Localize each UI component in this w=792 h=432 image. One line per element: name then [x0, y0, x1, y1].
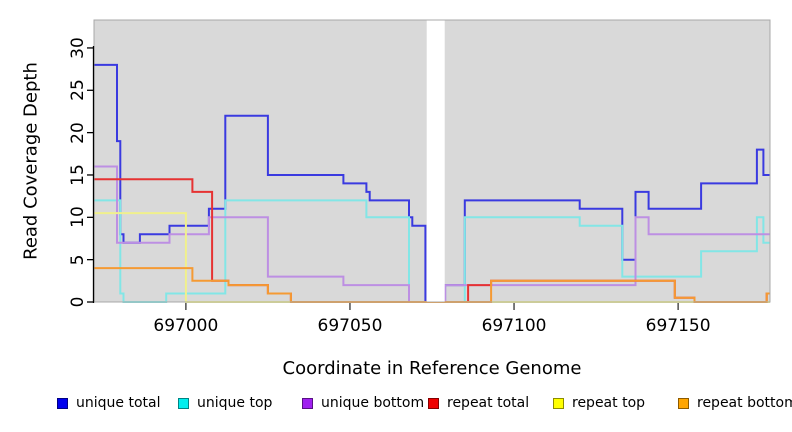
- legend-swatch-unique-total: [57, 397, 68, 409]
- series-line-unique-bottom: [94, 165, 770, 303]
- legend-item-repeat-total: repeat total: [428, 395, 530, 411]
- legend-item-repeat-bottom: repeat bottom: [678, 395, 792, 411]
- x-tick-label: 697100: [481, 316, 547, 336]
- y-tick-label: 5: [68, 254, 88, 266]
- legend-label: unique total: [76, 395, 161, 411]
- legend-item-unique-top: unique top: [178, 395, 273, 411]
- legend-label: repeat total: [447, 395, 530, 411]
- x-axis-label: Coordinate in Reference Genome: [282, 358, 582, 379]
- y-tick-label: 20: [68, 121, 88, 144]
- y-tick-label: 15: [68, 164, 88, 186]
- legend-item-repeat-top: repeat top: [553, 395, 646, 411]
- legend-swatch-repeat-total: [428, 397, 439, 409]
- y-axis-label: Read Coverage Depth: [20, 62, 42, 260]
- y-tick-label: 30: [68, 37, 88, 59]
- x-tick-label: 697150: [645, 316, 711, 336]
- legend-label: unique top: [197, 395, 273, 411]
- legend-item-unique-total: unique total: [57, 395, 161, 411]
- legend-label: repeat bottom: [697, 395, 792, 411]
- x-tick-label: 697000: [153, 316, 219, 336]
- legend-label: unique bottom: [321, 395, 425, 411]
- series-line-unique-total: [94, 63, 770, 303]
- y-tick-label: 10: [68, 206, 88, 229]
- legend-item-unique-bottom: unique bottom: [302, 395, 425, 411]
- legend-swatch-unique-top: [178, 397, 189, 409]
- legend-label: repeat top: [572, 395, 646, 411]
- x-tick-label: 697050: [317, 316, 383, 336]
- y-tick-label: 0: [68, 296, 88, 308]
- legend-swatch-repeat-bottom: [678, 397, 689, 409]
- gap-mask: [426, 20, 445, 302]
- legend-swatch-repeat-top: [553, 397, 564, 409]
- y-tick-label: 25: [68, 79, 88, 102]
- legend-swatch-unique-bottom: [302, 397, 313, 409]
